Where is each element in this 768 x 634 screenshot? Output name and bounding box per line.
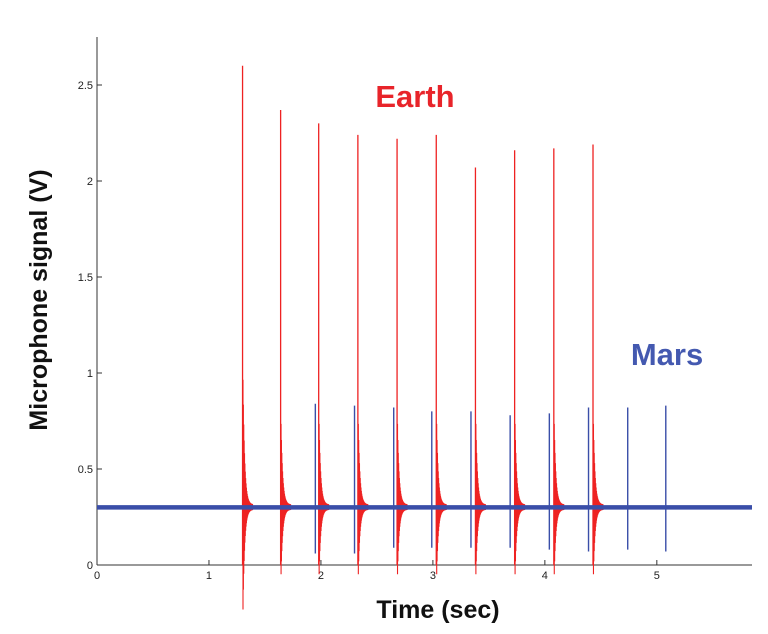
earth-ringing [357, 423, 369, 575]
earth-ringing [318, 423, 330, 575]
x-axis-label: Time (sec) [376, 596, 499, 624]
earth-impulse [241, 65, 254, 610]
ticks: 0 1 2 3 4 5 0 0.5 1 1.5 2 2.5 [78, 80, 660, 582]
earth-series-label: Earth [375, 79, 454, 114]
earth-impulse [592, 144, 604, 575]
earth-ringing [280, 423, 292, 575]
earth-impulse [279, 109, 292, 575]
x-tick-label: 0 [94, 570, 100, 582]
x-tick-label: 4 [542, 570, 548, 582]
y-tick-label: 1 [87, 368, 93, 380]
earth-impulse [474, 167, 486, 575]
earth-ringing [514, 423, 526, 575]
earth-ringing [396, 423, 408, 575]
earth-ringing [475, 423, 486, 575]
y-axis-label: Microphone signal (V) [25, 169, 53, 430]
mars-series-label: Mars [631, 337, 703, 372]
earth-impulse [513, 150, 526, 575]
earth-impulse [553, 148, 565, 575]
x-tick-label: 2 [318, 570, 324, 582]
plot-area [97, 65, 752, 610]
y-tick-label: 1.5 [78, 272, 93, 284]
y-tick-label: 2 [87, 176, 93, 188]
earth-ringing [553, 423, 565, 575]
x-tick-label: 5 [654, 570, 660, 582]
axes [96, 37, 752, 566]
earth-ringing [436, 423, 447, 575]
x-tick-label: 1 [206, 570, 212, 582]
earth-ringing [592, 423, 604, 575]
x-tick-label: 3 [430, 570, 436, 582]
y-tick-label: 0 [87, 560, 93, 572]
earth-ringing [242, 379, 254, 610]
y-tick-label: 2.5 [78, 80, 93, 92]
y-tick-label: 0.5 [78, 464, 93, 476]
